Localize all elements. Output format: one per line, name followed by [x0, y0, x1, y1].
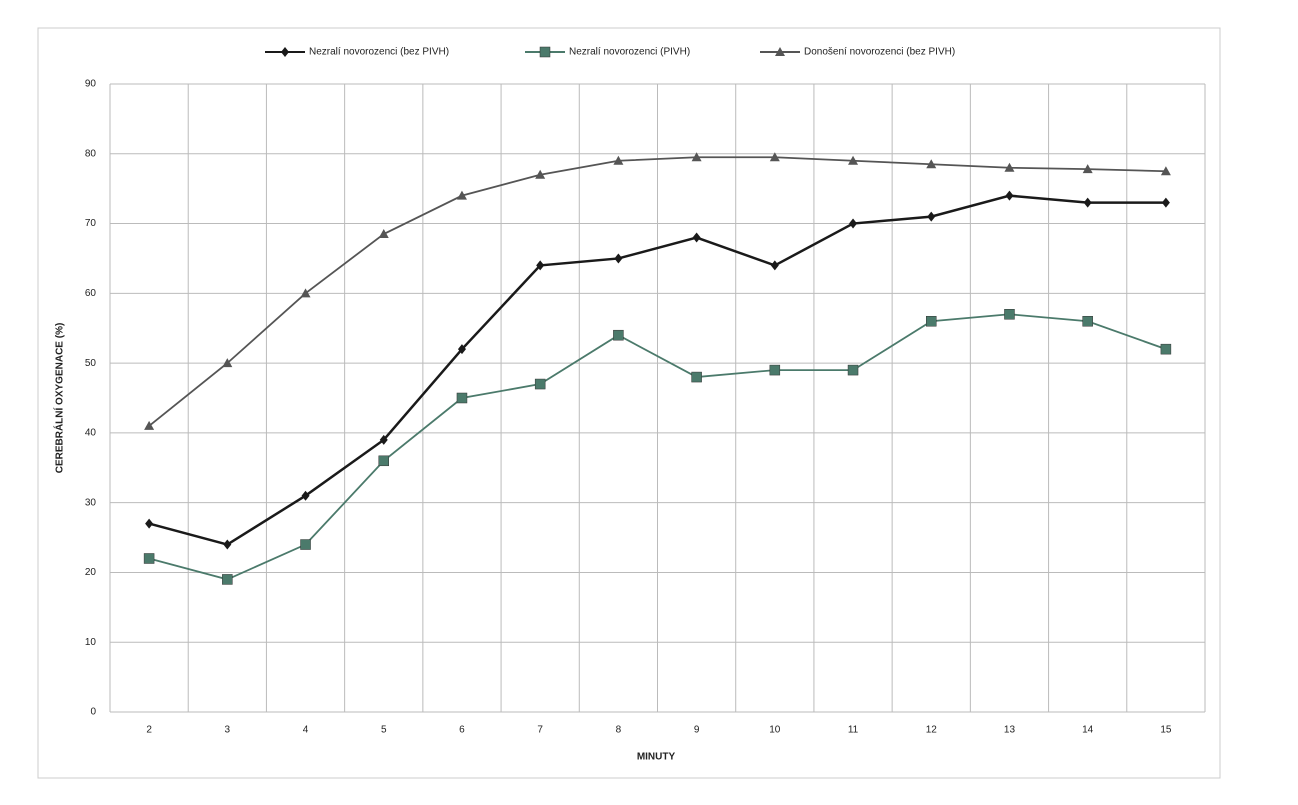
- x-tick-label: 4: [303, 725, 309, 736]
- y-tick-label: 40: [85, 428, 97, 439]
- marker: [143, 553, 155, 564]
- marker: [927, 211, 936, 222]
- marker: [613, 155, 624, 165]
- marker: [222, 358, 233, 368]
- y-axis-label: CEREBRÁLNÍ OXYGENACE (%): [53, 323, 66, 474]
- y-tick-label: 20: [85, 567, 97, 578]
- marker: [281, 47, 289, 57]
- marker: [775, 47, 785, 56]
- marker: [1082, 164, 1093, 174]
- x-tick-label: 2: [146, 725, 152, 736]
- marker: [536, 260, 545, 271]
- marker: [223, 539, 232, 550]
- x-tick-label: 14: [1082, 725, 1094, 736]
- x-tick-label: 7: [537, 725, 543, 736]
- marker: [1160, 343, 1172, 355]
- series-line: [148, 156, 1166, 427]
- x-tick-label: 3: [225, 725, 231, 736]
- marker: [145, 518, 154, 529]
- x-tick-label: 6: [459, 725, 465, 736]
- marker: [692, 232, 701, 243]
- marker: [769, 152, 780, 162]
- marker: [457, 344, 466, 355]
- x-tick-label: 12: [926, 725, 938, 736]
- marker: [300, 539, 311, 550]
- marker: [222, 574, 233, 585]
- y-tick-label: 80: [85, 148, 97, 159]
- y-tick-label: 0: [90, 707, 96, 718]
- y-tick-label: 60: [85, 288, 97, 299]
- marker: [379, 434, 388, 445]
- x-tick-label: 5: [381, 725, 387, 736]
- x-axis-label: MINUTY: [637, 752, 676, 763]
- marker: [456, 392, 468, 404]
- x-tick-label: 10: [769, 725, 781, 736]
- y-tick-label: 30: [85, 497, 97, 508]
- marker: [1082, 315, 1093, 327]
- series-line: [148, 194, 1166, 546]
- y-tick-label: 70: [85, 218, 97, 229]
- marker: [691, 152, 702, 162]
- y-tick-label: 90: [85, 79, 97, 90]
- legend-label: Nezralí novorozenci (bez PIVH): [309, 47, 449, 58]
- marker: [770, 260, 779, 271]
- marker: [1083, 197, 1092, 208]
- marker: [456, 190, 467, 200]
- marker: [378, 229, 389, 239]
- x-tick-label: 15: [1160, 725, 1172, 736]
- marker: [926, 315, 937, 327]
- marker: [539, 46, 551, 58]
- marker: [613, 329, 624, 341]
- marker: [847, 364, 859, 376]
- marker: [848, 155, 859, 165]
- x-tick-label: 13: [1004, 725, 1016, 736]
- marker: [1004, 162, 1015, 172]
- marker: [535, 169, 546, 179]
- marker: [534, 378, 546, 390]
- marker: [1004, 309, 1015, 320]
- marker: [1160, 166, 1171, 176]
- series-line: [148, 313, 1167, 581]
- y-tick-label: 10: [85, 637, 97, 648]
- marker: [1161, 197, 1170, 208]
- chart-frame: [37, 27, 1221, 779]
- legend-label: Nezralí novorozenci (PIVH): [569, 47, 690, 58]
- marker: [926, 159, 937, 169]
- marker: [378, 455, 389, 467]
- marker: [849, 218, 858, 229]
- x-tick-label: 9: [694, 725, 700, 736]
- marker: [691, 371, 702, 383]
- marker: [301, 490, 310, 501]
- x-tick-label: 8: [616, 725, 622, 736]
- marker: [144, 420, 155, 430]
- marker: [1005, 190, 1014, 201]
- legend-label: Donošení novorozenci (bez PIVH): [804, 47, 955, 58]
- marker: [614, 253, 623, 264]
- y-tick-label: 50: [85, 358, 97, 369]
- x-tick-label: 11: [848, 725, 859, 736]
- marker: [300, 288, 311, 298]
- marker: [769, 364, 781, 376]
